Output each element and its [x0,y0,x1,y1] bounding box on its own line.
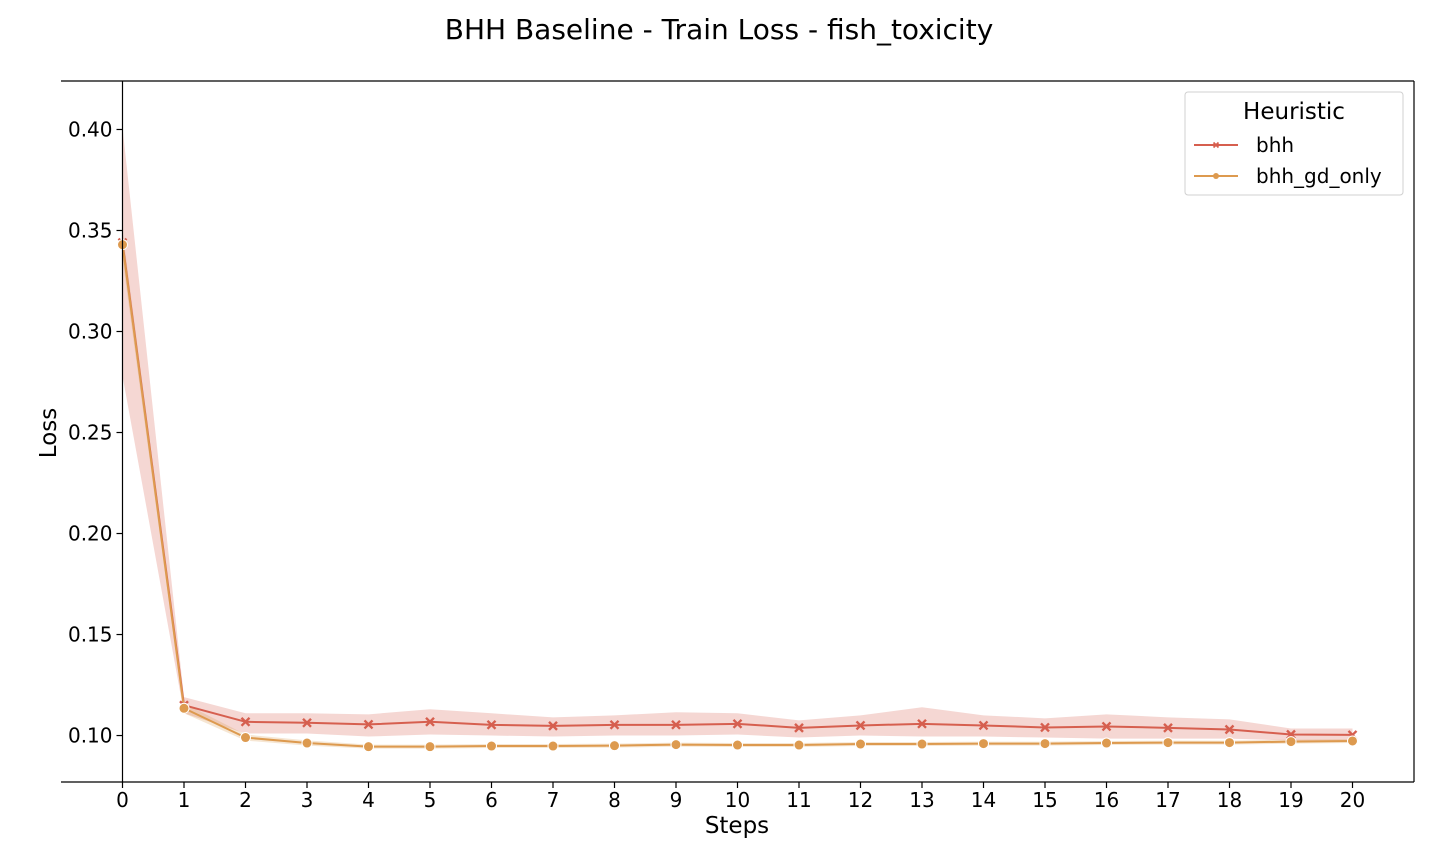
x-tick-label: 17 [1155,788,1180,812]
legend-label: bhh_gd_only [1256,164,1382,188]
legend-marker-x [1212,141,1220,149]
data-point-bhh [548,720,558,731]
data-point-bhh_gd_only [1285,736,1297,748]
data-point-bhh_gd_only [855,738,866,750]
x-tick-label: 2 [239,788,252,812]
x-tick-label: 19 [1278,788,1303,812]
data-point-bhh_gd_only [547,740,559,752]
series-line-bhh [121,242,1353,736]
data-point-bhh_gd_only [609,740,620,752]
x-tick-label: 14 [971,788,996,812]
x-tick-label: 11 [786,788,811,812]
confidence-band-bhh [122,127,1353,742]
data-point-bhh_gd_only [178,702,190,714]
data-point-bhh [671,719,681,730]
legend-title: Heuristic [1243,99,1345,125]
data-point-bhh_gd_only [1162,737,1174,749]
data-point-bhh [240,716,251,727]
x-tick-label: 7 [547,788,560,812]
x-tick-label: 13 [909,788,934,812]
data-point-bhh_gd_only [240,732,251,744]
y-tick-label: 0.10 [68,724,113,748]
x-axis-ticks: 0 1 2 3 4 5 6 7 8 9 10 11 12 13 14 15 16 17 18 19 20 [116,782,1365,812]
data-point-bhh_gd_only [363,741,374,753]
data-point-bhh [978,720,989,731]
x-tick-label: 8 [608,788,621,812]
data-point-bhh [1163,723,1173,733]
x-tick-label: 3 [301,788,314,812]
data-point-bhh [425,716,435,727]
y-tick-label: 0.30 [68,320,113,344]
data-point-bhh [486,719,497,730]
x-tick-label: 10 [725,788,750,812]
x-tick-label: 9 [670,788,683,812]
x-tick-label: 4 [362,788,375,812]
data-point-bhh [794,723,804,733]
data-point-bhh_gd_only [670,739,682,751]
legend-items: bhh bhh_gd_only [1194,133,1382,188]
x-tick-label: 6 [485,788,498,812]
data-point-bhh [1224,724,1235,735]
x-axis-label: Steps [705,813,769,839]
data-point-bhh [363,719,374,730]
x-tick-label: 16 [1094,788,1119,812]
legend: Heuristic bhh bhh_gd_only [1184,91,1404,196]
legend-marker-dot [1213,173,1219,179]
x-tick-label: 20 [1340,788,1365,812]
data-point-bhh_gd_only [424,741,436,753]
x-tick-label: 5 [424,788,437,812]
x-tick-label: 0 [116,788,129,812]
x-tick-label: 15 [1032,788,1057,812]
data-point-bhh [732,718,743,729]
data-point-bhh_gd_only [301,737,313,749]
chart-title: BHH Baseline - Train Loss - fish_toxicit… [445,13,994,46]
legend-item-bhh_gd_only: bhh_gd_only [1194,164,1382,188]
series-lines [121,242,1353,748]
data-point-bhh [1101,721,1112,732]
data-point-bhh_gd_only [1039,738,1051,750]
data-point-bhh_gd_only [732,739,743,751]
x-tick-label: 18 [1217,788,1242,812]
data-point-bhh_gd_only [1347,735,1358,747]
x-tick-label: 12 [848,788,873,812]
y-tick-label: 0.40 [68,117,113,141]
confidence-bands [122,127,1353,749]
y-tick-label: 0.25 [68,421,113,445]
data-point-bhh [1040,722,1050,733]
data-point-bhh [855,720,866,731]
legend-label: bhh [1256,133,1294,157]
legend-frame [1184,91,1404,196]
data-point-bhh [609,719,620,730]
y-axis-ticks: 0.10 0.15 0.20 0.25 0.30 0.35 0.40 [68,117,123,748]
y-axis-label: Loss [36,408,62,458]
data-point-bhh_gd_only [1224,737,1235,749]
data-point-bhh_gd_only [916,738,928,750]
data-point-bhh_gd_only [793,739,805,751]
y-tick-label: 0.35 [68,218,113,242]
confidence-band-bhh_gd_only [122,230,1353,749]
data-point-bhh_gd_only [978,738,989,750]
data-point-bhh_gd_only [486,740,497,752]
data-point-bhh [302,717,312,728]
data-point-bhh_gd_only [1101,737,1112,749]
y-tick-label: 0.20 [68,522,113,546]
series-line-bhh_gd_only [121,244,1353,748]
data-point-bhh [917,718,927,729]
x-tick-label: 1 [178,788,191,812]
series-markers [117,237,1358,753]
legend-item-bhh: bhh [1194,133,1294,157]
y-tick-label: 0.15 [68,623,113,647]
